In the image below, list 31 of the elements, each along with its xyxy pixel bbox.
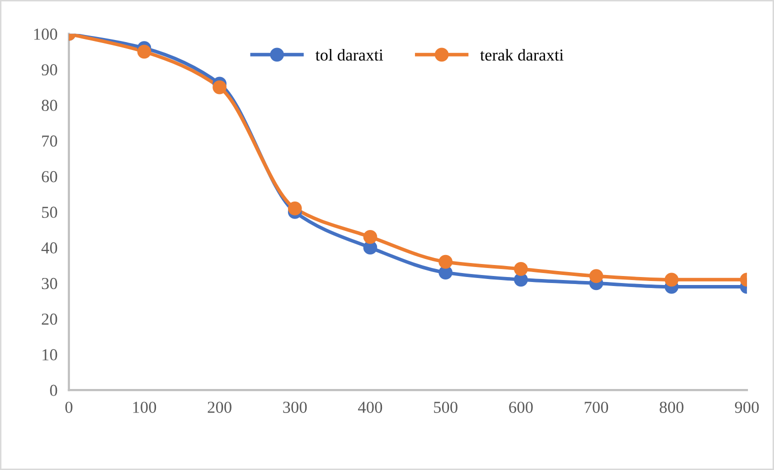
x-tick-label: 0 — [65, 402, 72, 413]
y-tick-label: 10 — [42, 349, 58, 360]
y-tick-label: 70 — [42, 135, 58, 147]
y-tick-label: 100 — [34, 28, 58, 40]
x-tick-label: 500 — [434, 402, 458, 413]
y-tick-label: 40 — [41, 242, 58, 254]
x-tick-label: 300 — [283, 402, 307, 413]
x-tick-label: 600 — [509, 402, 533, 413]
point — [212, 80, 227, 94]
x-tick-label: 900 — [734, 402, 759, 413]
y-tick-label: 50 — [42, 206, 58, 218]
y-tick-label: 20 — [42, 314, 58, 325]
y-tick-label: 80 — [42, 100, 58, 112]
point — [589, 269, 604, 284]
x-tick-label: 400 — [358, 402, 382, 413]
legend-label: tol daraxti — [316, 48, 384, 61]
y-tick-label: 0 — [50, 384, 58, 396]
x-tick-label: 700 — [584, 402, 608, 413]
x-tick-label: 100 — [133, 402, 156, 413]
point — [288, 201, 302, 216]
point — [137, 44, 152, 59]
point — [363, 230, 378, 244]
y-tick-label: 60 — [42, 171, 58, 182]
point — [438, 254, 453, 269]
y-tick-label: 90 — [42, 64, 58, 76]
legend-label: terak daraxti — [480, 48, 564, 61]
point — [664, 272, 679, 287]
x-tick-label: 200 — [208, 402, 232, 413]
point — [514, 262, 528, 276]
x-tick-label: 800 — [660, 402, 684, 413]
y-tick-label: 30 — [42, 278, 58, 290]
